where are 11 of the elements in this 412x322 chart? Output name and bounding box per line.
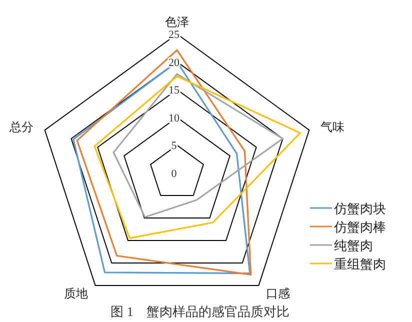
spoke-label: 质地 bbox=[64, 286, 88, 301]
text: 图 1 蟹肉样品的感官品质对比 bbox=[110, 304, 290, 319]
legend-label: 仿蟹肉棒 bbox=[333, 220, 386, 234]
spoke-label: 口感 bbox=[266, 286, 290, 301]
legend-label: 纯蟹肉 bbox=[334, 238, 373, 253]
legend-label: 重组蟹肉 bbox=[334, 256, 386, 272]
spoke-label: 气味 bbox=[320, 120, 345, 134]
spoke-label: 总分 bbox=[8, 120, 34, 134]
legend-label: 仿蟹肉块 bbox=[333, 201, 386, 216]
y-tick-label: 0 bbox=[171, 168, 178, 180]
spoke-label: 色泽 bbox=[165, 15, 189, 29]
